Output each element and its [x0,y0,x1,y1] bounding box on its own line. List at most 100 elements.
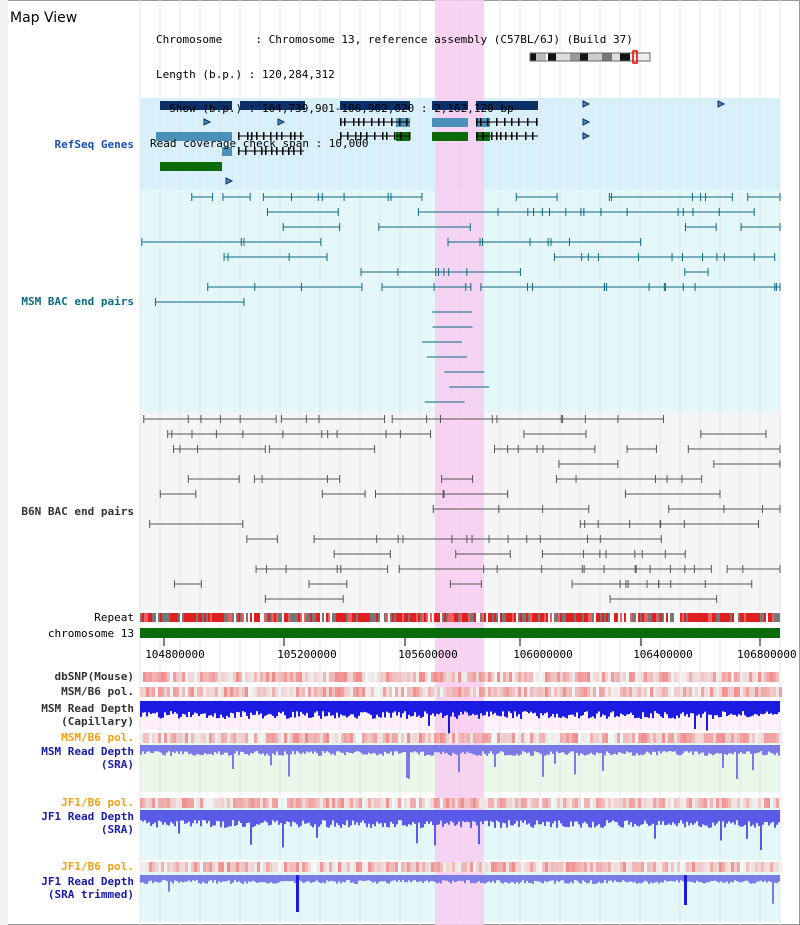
jf1-depth-bar [524,810,526,821]
jf1-pol-trim-cell [563,862,566,872]
msm-pol-sra-cell [488,733,491,743]
jf1-depth-bar [212,810,214,826]
repeat-cell [200,613,202,622]
jf1-pol-trim-cell [584,862,587,872]
jf1-trim-depth-bar [688,875,690,882]
jf1-trim-depth-bar [256,875,258,883]
msm-capillary-depth-bar [306,701,308,713]
msm-pol-cell [473,687,476,697]
jf1-pol-trim-cell [236,862,239,872]
jf1-pol-cell [644,798,647,808]
msm-capillary-depth-bar [478,701,480,719]
jf1-depth-bar [660,810,662,825]
msm-capillary-depth-bar [710,701,712,715]
repeat-cell [464,613,466,622]
msm-sra-depth-bar [740,745,742,753]
jf1-pol-trim-cell [353,862,356,872]
repeat-cell [606,613,608,622]
dbsnp-cell [392,672,395,682]
msm-sra-depth-bar [598,745,600,754]
jf1-pol-cell [686,798,689,808]
jf1-depth-bar [592,810,594,822]
gene-exon-tick [516,132,518,140]
jf1-trim-depth-bar [200,875,202,884]
msm-sra-depth-bar [530,745,532,756]
jf1-depth-bar [764,810,766,822]
msm-sra-depth-bar [210,745,212,754]
repeat-cell [330,613,332,622]
msm-sra-depth-bar [152,745,154,753]
jf1-pol-trim-cell [464,862,467,872]
dbsnp-cell [542,672,545,682]
repeat-cell [532,613,534,622]
jf1-pol-trim-cell [749,862,752,872]
gene-exon-tick [518,118,520,126]
jf1-trim-depth-bar [154,875,156,882]
jf1-depth-bar [574,810,576,822]
msm-sra-depth-bar [526,745,528,754]
dbsnp-cell [296,672,299,682]
jf1-depth-bar [338,810,340,826]
jf1-pol-trim-cell [257,862,260,872]
msm-capillary-depth-bar [590,701,592,718]
jf1-trim-depth-bar [564,875,566,884]
repeat-cell [360,613,362,622]
dbsnp-cell [158,672,161,682]
repeat-cell [196,613,198,622]
jf1-pol-cell [527,798,530,808]
jf1-depth-bar [246,810,248,824]
repeat-cell [414,613,416,622]
msm-pol-sra-cell [773,733,776,743]
msm-pol-sra-cell [209,733,212,743]
gene-exon-tick [340,118,342,126]
msm-pol-sra-cell [620,733,623,743]
jf1-trim-depth-bar [230,875,232,884]
jf1-trim-depth-bar [618,875,620,883]
msm-sra-depth-bar [296,745,298,752]
msm-pol-sra-cell [416,733,419,743]
jf1-trim-depth-bar [184,875,186,882]
msm-capillary-depth-bar [488,701,490,717]
msm-capillary-depth-bar [538,701,540,719]
jf1-pol-cell [332,798,335,808]
msm-capillary-depth-bar [344,701,346,716]
dbsnp-cell [161,672,164,682]
map-view-title: Map View [10,10,78,26]
msm-capillary-depth-bar [520,701,522,719]
msm-capillary-depth-bar [560,701,562,718]
dbsnp-cell [308,672,311,682]
jf1-pol-cell [608,798,611,808]
msm-capillary-depth-bar [594,701,596,719]
jf1-trim-depth-bar [348,875,350,881]
jf1-trim-depth-bar [274,875,276,884]
msm-sra-depth-bar [464,745,466,754]
jf1-trim-depth-bar [520,875,522,883]
msm-capillary-depth-bar [606,701,608,719]
dbsnp-cell [524,672,527,682]
jf1-depth-bar [188,810,190,822]
msm-capillary-depth-bar [704,701,706,712]
msm-sra-depth-bar [202,745,204,755]
jf1-pol-trim-cell [383,862,386,872]
jf1-depth-bar [224,810,226,828]
jf1-pol-trim-cell [188,862,191,872]
msm-sra-depth-bar [314,745,316,752]
msm-pol-cell [419,687,422,697]
jf1-depth-bar [274,810,276,823]
jf1-trim-depth-bar [254,875,256,882]
msm-sra-depth-bar [298,745,300,753]
dbsnp-cell [482,672,485,682]
repeat-cell [562,613,564,622]
jf1-trim-depth-bar [282,875,284,882]
jf1-pol-cell [248,798,251,808]
msm-pol-sra-cell [323,733,326,743]
repeat-cell [270,613,272,622]
msm-capillary-depth-bar [536,701,538,717]
dbsnp-cell [155,672,158,682]
msm-sra-depth-bar [312,745,314,754]
msm-sra-depth-bar [534,745,536,752]
msm-pol-cell [185,687,188,697]
jf1-pol-trim-cell [779,862,782,872]
